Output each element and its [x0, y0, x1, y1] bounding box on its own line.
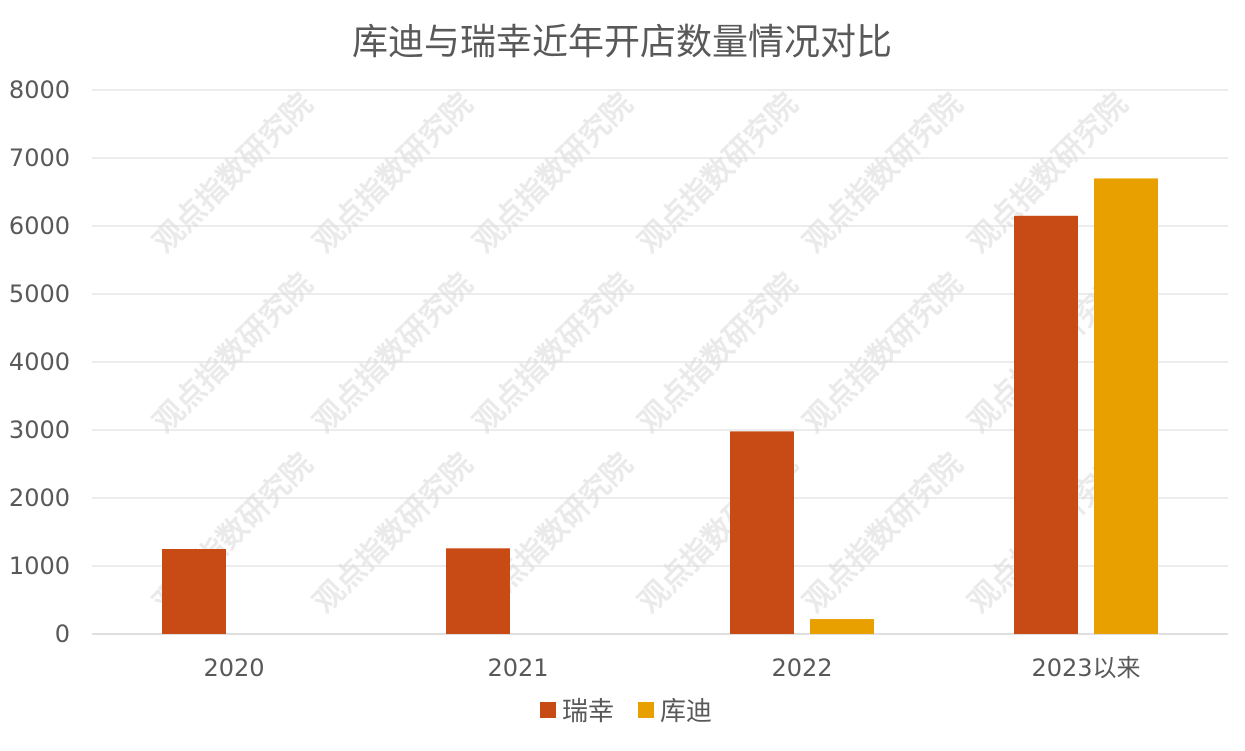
legend-swatch [638, 702, 654, 718]
watermark-text: 观点指数研究院 [147, 87, 320, 260]
x-tick-label: 2022 [771, 654, 832, 682]
watermark-text: 观点指数研究院 [307, 87, 480, 260]
y-tick-label: 0 [55, 620, 70, 648]
watermark-text: 观点指数研究院 [467, 267, 640, 440]
bar-瑞幸 [162, 549, 226, 634]
watermark-text: 观点指数研究院 [632, 267, 805, 440]
watermark-text: 观点指数研究院 [797, 267, 970, 440]
x-tick-label: 2023以来 [1031, 654, 1140, 682]
y-tick-label: 4000 [9, 348, 70, 376]
y-tick-label: 6000 [9, 212, 70, 240]
bar-瑞幸 [730, 431, 794, 634]
legend-label: 库迪 [660, 697, 712, 727]
bar-库迪 [1094, 178, 1158, 634]
chart-title: 库迪与瑞幸近年开店数量情况对比 [352, 22, 892, 63]
x-tick-label: 2020 [203, 654, 264, 682]
bar-瑞幸 [1014, 215, 1078, 635]
watermark-text: 观点指数研究院 [797, 447, 970, 620]
y-tick-label: 7000 [9, 144, 70, 172]
legend-label: 瑞幸 [562, 697, 614, 727]
watermark-text: 观点指数研究院 [467, 87, 640, 260]
bar-库迪 [810, 619, 874, 634]
y-tick-label: 3000 [9, 416, 70, 444]
bar-瑞幸 [446, 548, 510, 634]
legend-swatch [540, 702, 556, 718]
watermark-text: 观点指数研究院 [147, 267, 320, 440]
watermark-text: 观点指数研究院 [632, 87, 805, 260]
x-axis: 2020 2021 2022 2023以来 [203, 654, 1140, 682]
watermark-text: 观点指数研究院 [797, 87, 970, 260]
x-tick-label: 2021 [487, 654, 548, 682]
y-tick-label: 8000 [9, 76, 70, 104]
y-tick-label: 5000 [9, 280, 70, 308]
watermark-text: 观点指数研究院 [307, 267, 480, 440]
legend: 瑞幸 库迪 [540, 697, 712, 727]
y-tick-label: 2000 [9, 484, 70, 512]
y-tick-label: 1000 [9, 552, 70, 580]
bars [162, 178, 1158, 635]
watermark-layer: 观点指数研究院观点指数研究院观点指数研究院观点指数研究院观点指数研究院观点指数研… [147, 87, 1135, 620]
y-axis: 0 1000 2000 3000 4000 5000 6000 7000 8000 [9, 76, 70, 648]
